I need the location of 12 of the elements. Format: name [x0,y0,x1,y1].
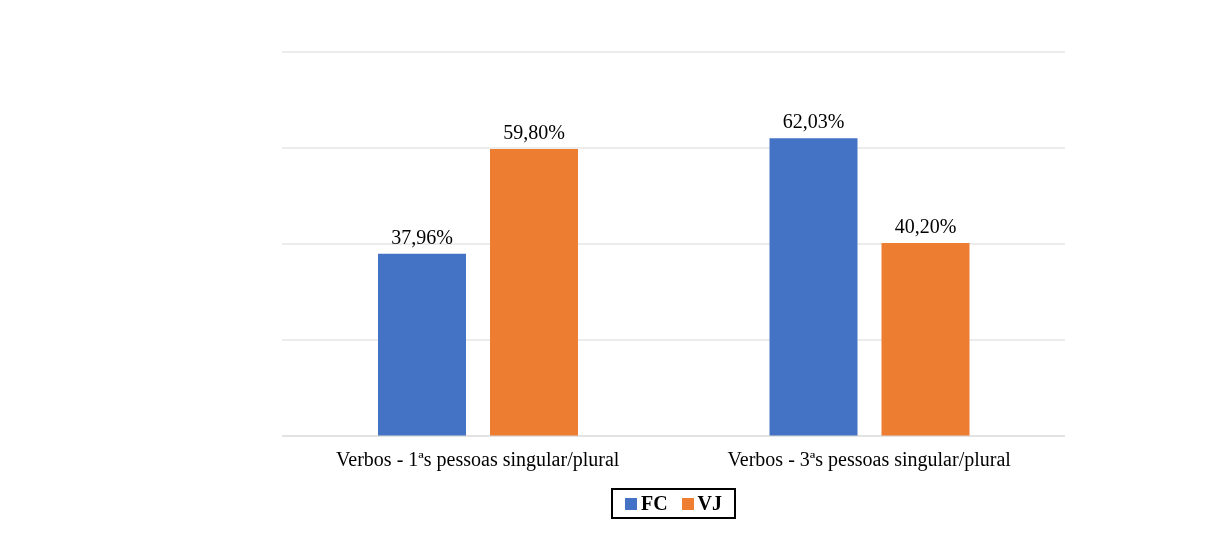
x-tick-label: Verbos - 1ªs pessoas singular/plural [336,448,620,472]
bar [881,243,970,436]
legend-label: FC [639,492,668,515]
bar [490,148,578,436]
data-label: 59,80% [503,120,565,143]
data-label: 62,03% [782,110,845,133]
bar [378,253,466,436]
data-label: 37,96% [391,225,453,248]
bar [769,138,858,436]
data-label: 40,20% [894,215,957,238]
x-tick-label: Verbos - 3ªs pessoas singular/plural [727,448,1012,472]
legend-label: VJ [696,492,723,515]
